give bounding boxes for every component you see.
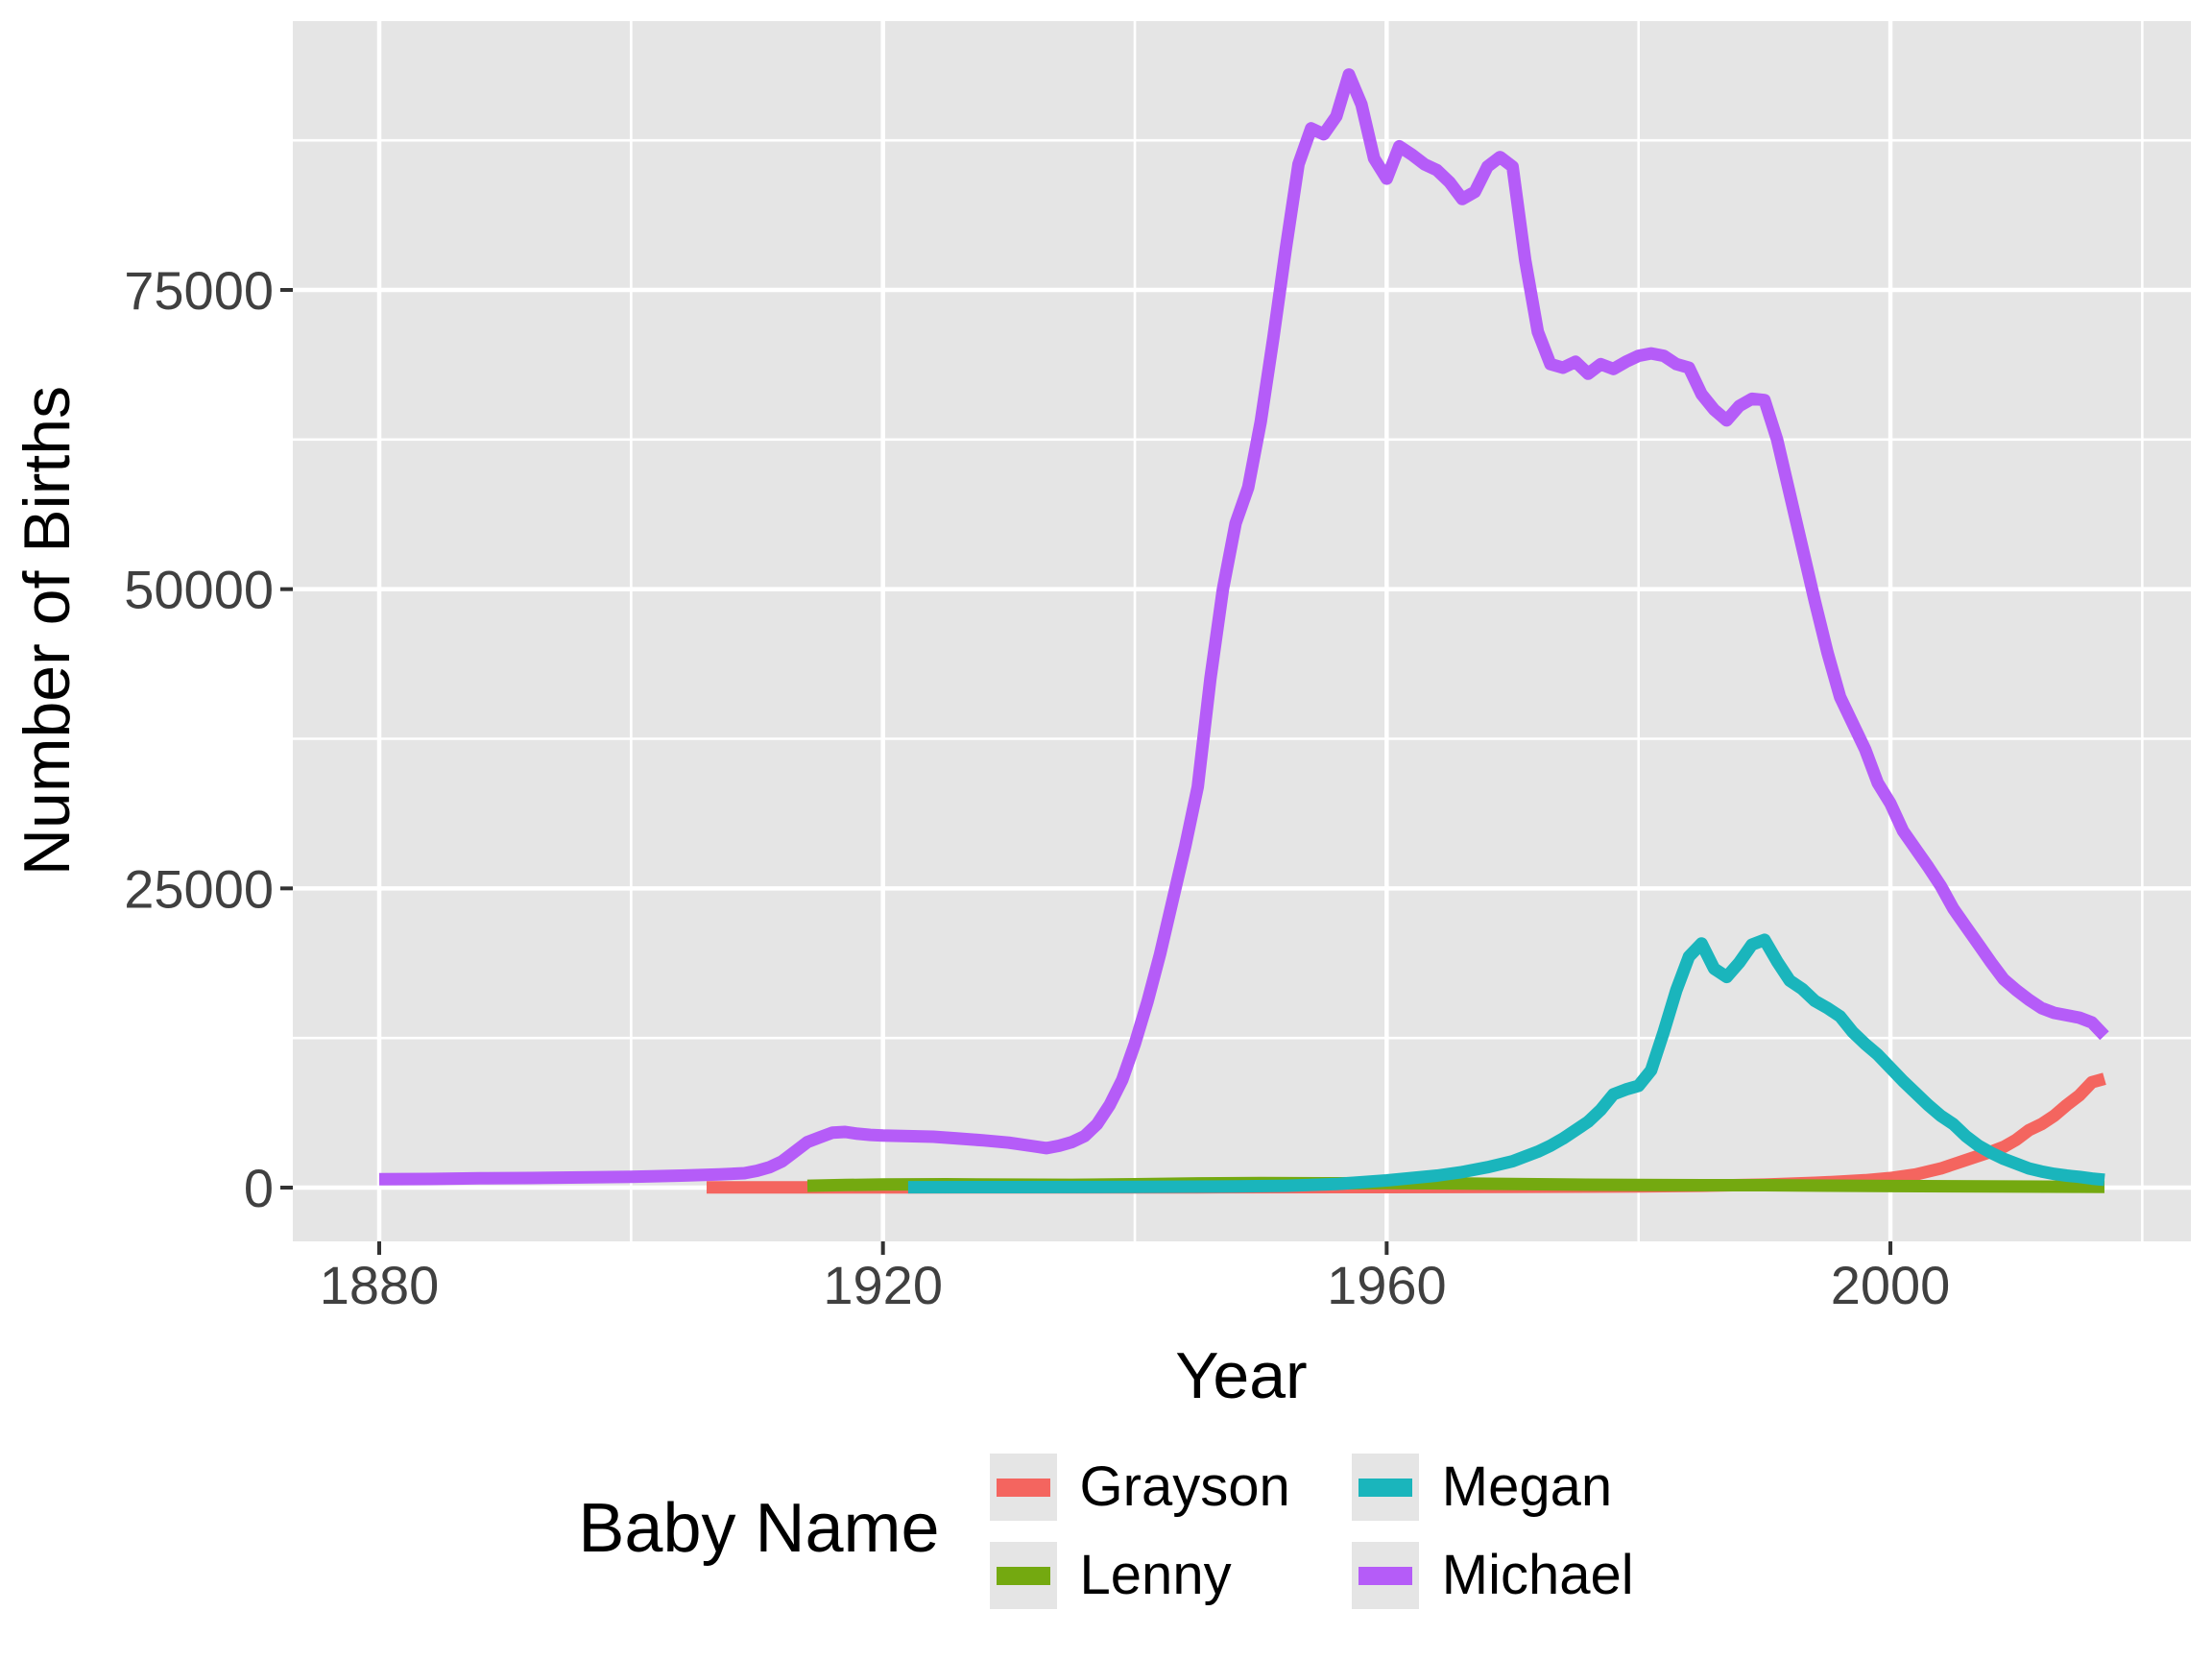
plot-canvas: 1880 1920 1960 2000 0 25000 50000 75000 Year Nu…	[11, 21, 2191, 1412]
plot-panel	[293, 21, 2191, 1241]
x-tick-label: 1880	[320, 1255, 440, 1315]
legend-key-box	[1351, 1542, 1419, 1609]
y-tick-label: 0	[244, 1158, 274, 1218]
x-axis-title: Year	[1175, 1339, 1307, 1411]
legend: Baby Name Grayson Lenny Megan Michael	[0, 1411, 2212, 1651]
line-michael	[378, 68, 2109, 1186]
series-lines	[378, 68, 2109, 1194]
legend-items: Grayson Lenny Megan Michael	[989, 1454, 1634, 1609]
legend-item-megan: Megan	[1351, 1454, 1634, 1521]
axis-tick-labels: 1880 1920 1960 2000 0 25000 50000 75000	[124, 260, 1950, 1315]
legend-title: Baby Name	[578, 1490, 940, 1567]
x-tick-label: 1920	[823, 1255, 943, 1315]
legend-key-swatch-lenny	[996, 1566, 1050, 1585]
legend-item-grayson: Grayson	[989, 1454, 1290, 1521]
y-tick-label: 50000	[124, 560, 274, 620]
y-tick-label: 75000	[124, 260, 274, 321]
x-tick-label: 1960	[1327, 1255, 1447, 1315]
legend-label-lenny: Lenny	[1079, 1544, 1232, 1606]
line-megan	[907, 933, 2105, 1194]
legend-item-lenny: Lenny	[989, 1542, 1290, 1609]
legend-label-michael: Michael	[1441, 1544, 1634, 1606]
axis-tick-marks	[280, 287, 1893, 1255]
legend-key-swatch-grayson	[996, 1478, 1050, 1497]
legend-label-megan: Megan	[1441, 1455, 1613, 1518]
legend-key-box	[989, 1542, 1057, 1609]
y-tick-label: 25000	[124, 858, 274, 919]
legend-key-box	[989, 1454, 1057, 1521]
legend-key-box	[1351, 1454, 1419, 1521]
legend-key-swatch-megan	[1358, 1478, 1412, 1497]
legend-key-swatch-michael	[1358, 1566, 1412, 1585]
y-axis-title: Number of Births	[11, 386, 84, 876]
legend-label-grayson: Grayson	[1079, 1455, 1290, 1518]
legend-item-michael: Michael	[1351, 1542, 1634, 1609]
minor-gridlines	[293, 21, 2191, 1241]
x-tick-label: 2000	[1831, 1255, 1951, 1315]
